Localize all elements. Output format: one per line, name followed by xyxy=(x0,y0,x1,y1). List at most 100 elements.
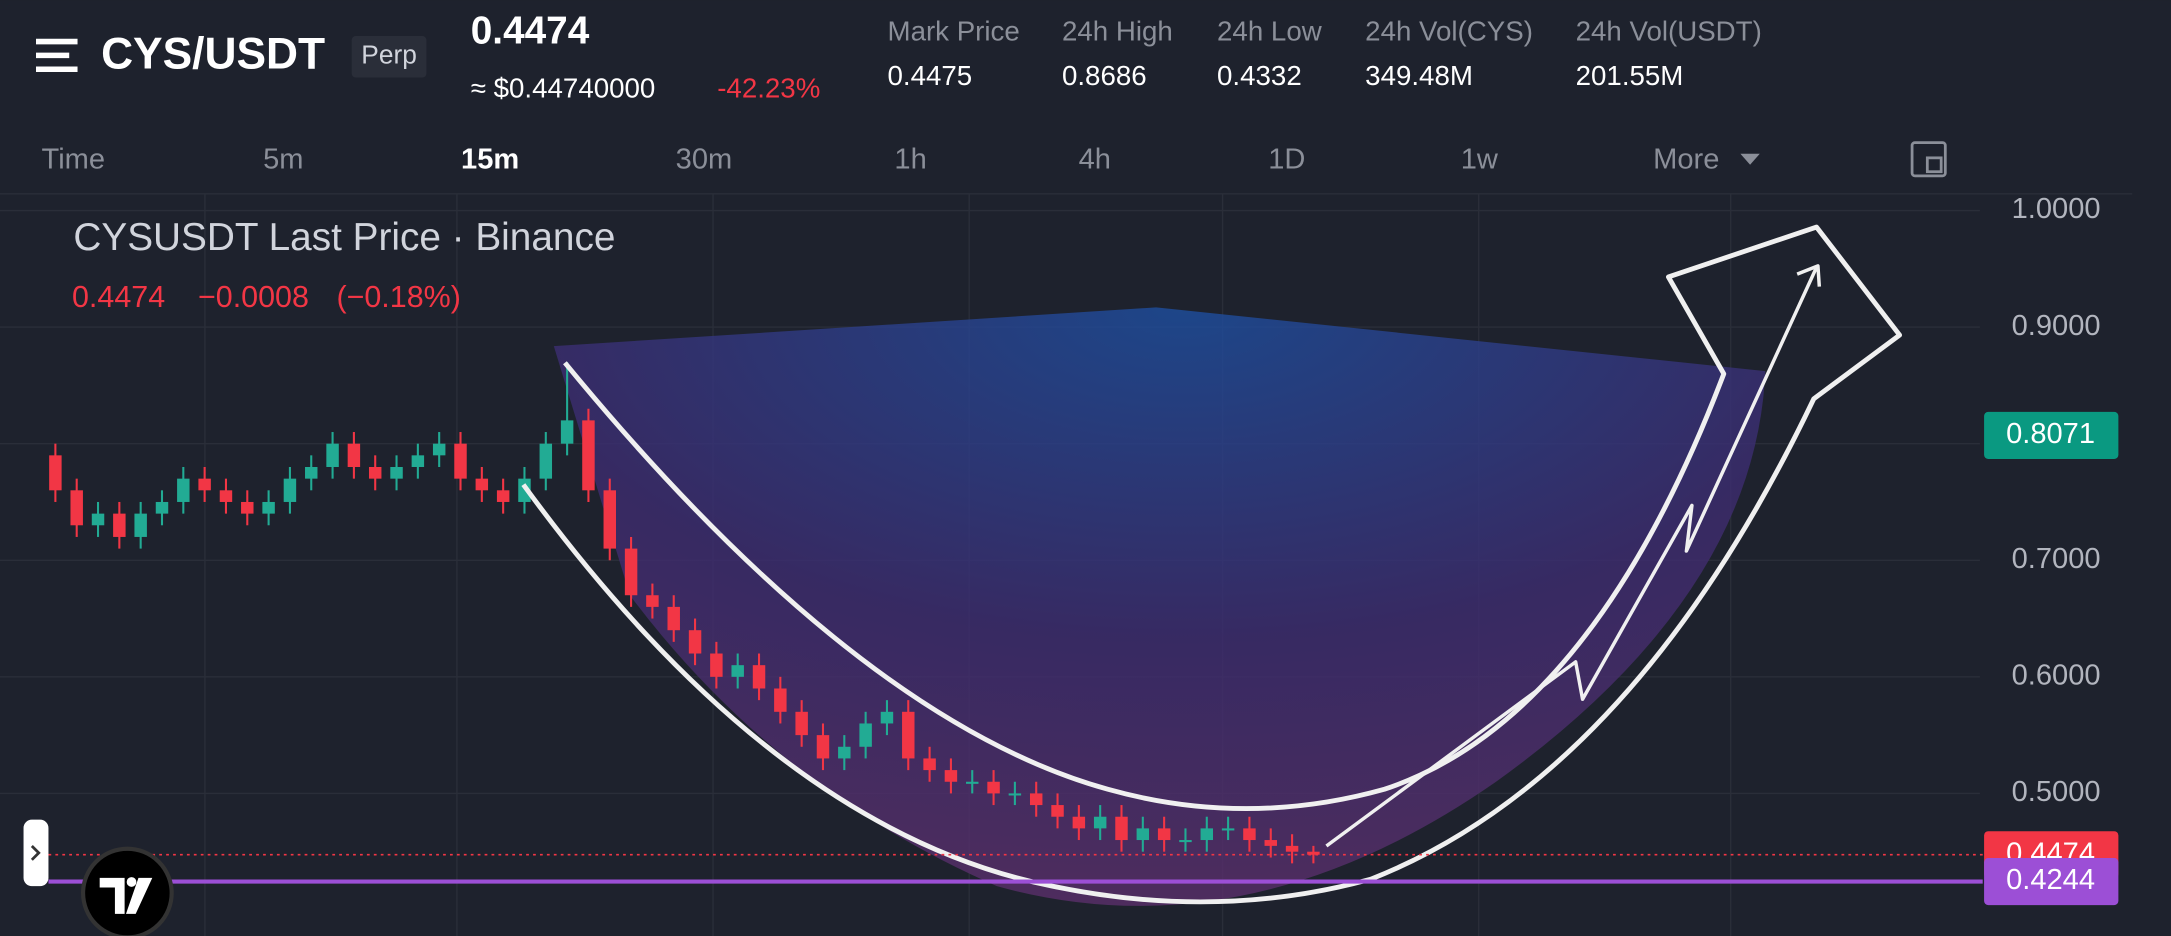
candle-body xyxy=(731,665,744,677)
legend-last: 0.4474 xyxy=(72,280,165,314)
candle-body xyxy=(539,443,553,479)
candle-body xyxy=(1008,793,1022,796)
candle-body xyxy=(368,466,382,479)
candle-body xyxy=(49,455,62,491)
candle-body xyxy=(432,443,446,456)
pair: CYS/USDT xyxy=(101,29,325,78)
price-tag xyxy=(1984,858,2119,906)
candle-body xyxy=(1157,828,1171,841)
layout-icon[interactable] xyxy=(1910,141,1947,178)
badge-bg xyxy=(351,36,427,78)
stat-label: 24h High xyxy=(1062,16,1173,47)
candle-body xyxy=(1093,816,1107,829)
timeframe[interactable]: 4h xyxy=(1079,143,1111,175)
candle-body xyxy=(582,420,595,491)
candle-body xyxy=(795,711,808,736)
candle-body xyxy=(1243,828,1256,841)
timeframe[interactable]: 30m xyxy=(676,143,733,175)
candle-body xyxy=(1285,845,1299,852)
y-tick-label: 1.0000 xyxy=(2012,193,2101,225)
y-tick-label: 0.6000 xyxy=(2012,660,2101,692)
candle-body xyxy=(987,781,1000,794)
candle-body xyxy=(1307,851,1320,855)
candle-body xyxy=(902,711,915,759)
candle-body xyxy=(710,653,723,677)
candle-body xyxy=(91,513,105,526)
stat-value: 0.4475 xyxy=(888,60,973,91)
candle-body xyxy=(923,758,936,771)
candle-body xyxy=(646,595,659,607)
candle-body xyxy=(283,478,297,502)
y-tick-label: 0.9000 xyxy=(2012,310,2101,342)
stat-label: 24h Vol(USDT) xyxy=(1576,16,1762,47)
candle-body xyxy=(155,501,169,514)
candle-body xyxy=(70,490,83,526)
stat-value: 201.55M xyxy=(1576,60,1684,91)
candle-body xyxy=(880,711,894,724)
badge: Perp xyxy=(361,40,417,70)
y-tick-label: 0.7000 xyxy=(2012,543,2101,575)
stat-label: 24h Vol(CYS) xyxy=(1365,16,1533,47)
collapse-tab[interactable] xyxy=(23,819,49,887)
candle-body xyxy=(1136,828,1150,841)
candle-body xyxy=(688,630,702,654)
candle-body xyxy=(475,478,489,491)
candle-body xyxy=(518,478,531,502)
timeframe[interactable]: 1w xyxy=(1461,143,1499,175)
candle-body xyxy=(1200,828,1214,841)
candle-body xyxy=(944,770,958,782)
stat-value: 349.48M xyxy=(1365,60,1473,91)
candle-body xyxy=(624,548,638,596)
candle-body xyxy=(560,420,574,444)
timeframe[interactable]: 15m xyxy=(461,143,519,175)
candle-body xyxy=(347,443,361,467)
candle-body xyxy=(134,513,147,537)
highlight-area xyxy=(553,307,1766,906)
tradingview-logo xyxy=(81,846,174,936)
candle-body xyxy=(1179,840,1192,843)
candle-body xyxy=(411,455,425,467)
stat-value: 0.4332 xyxy=(1217,60,1302,91)
stat-label: Mark Price xyxy=(888,16,1020,47)
candle-body xyxy=(966,781,979,784)
legend-change-pct: (−0.18%) xyxy=(336,280,460,314)
candle-body xyxy=(816,735,830,759)
candle-body xyxy=(198,478,211,491)
dropdown-arrow xyxy=(1740,153,1760,165)
stat-label: 24h Low xyxy=(1217,16,1323,47)
stat-value: 0.8686 xyxy=(1062,60,1147,91)
candle-body xyxy=(667,606,680,631)
candle-body xyxy=(326,443,339,467)
candle-body xyxy=(774,688,787,712)
timeframes: Time 5m 15m 30m 1h 4h 1D 1w More xyxy=(42,143,1760,175)
candle-body xyxy=(752,665,766,689)
candle-body xyxy=(113,513,126,537)
candle-body xyxy=(241,501,254,514)
candle-body xyxy=(1115,816,1128,841)
candle-body xyxy=(1221,828,1235,831)
candle-body xyxy=(1072,816,1086,829)
timeframe[interactable]: Time xyxy=(42,143,106,175)
candle-body xyxy=(1051,805,1064,817)
chart-title: CYSUSDT Last Price · Binance xyxy=(73,216,615,259)
legend-change: −0.0008 xyxy=(198,280,309,314)
candle-body xyxy=(859,723,872,747)
timeframe[interactable]: 5m xyxy=(263,143,303,175)
price-tag-label: 0.4244 xyxy=(2006,864,2095,896)
price-tag xyxy=(1984,411,2119,459)
price-axis: 0.50000.60000.70000.80000.90001.00000.80… xyxy=(48,193,2119,906)
menu-icon[interactable] xyxy=(35,38,78,73)
candle-body xyxy=(390,466,403,479)
timeframe[interactable]: 1h xyxy=(894,143,926,175)
timeframe[interactable]: More xyxy=(1653,143,1719,175)
candle-body xyxy=(177,478,190,502)
candle-body xyxy=(1029,793,1043,806)
candles xyxy=(49,362,1320,864)
price: 0.4474 xyxy=(471,9,590,52)
timeframe[interactable]: 1D xyxy=(1268,143,1305,175)
usd-price: ≈ $0.44740000 xyxy=(471,72,656,103)
change: -42.23% xyxy=(717,72,820,103)
candle-body xyxy=(496,490,510,502)
